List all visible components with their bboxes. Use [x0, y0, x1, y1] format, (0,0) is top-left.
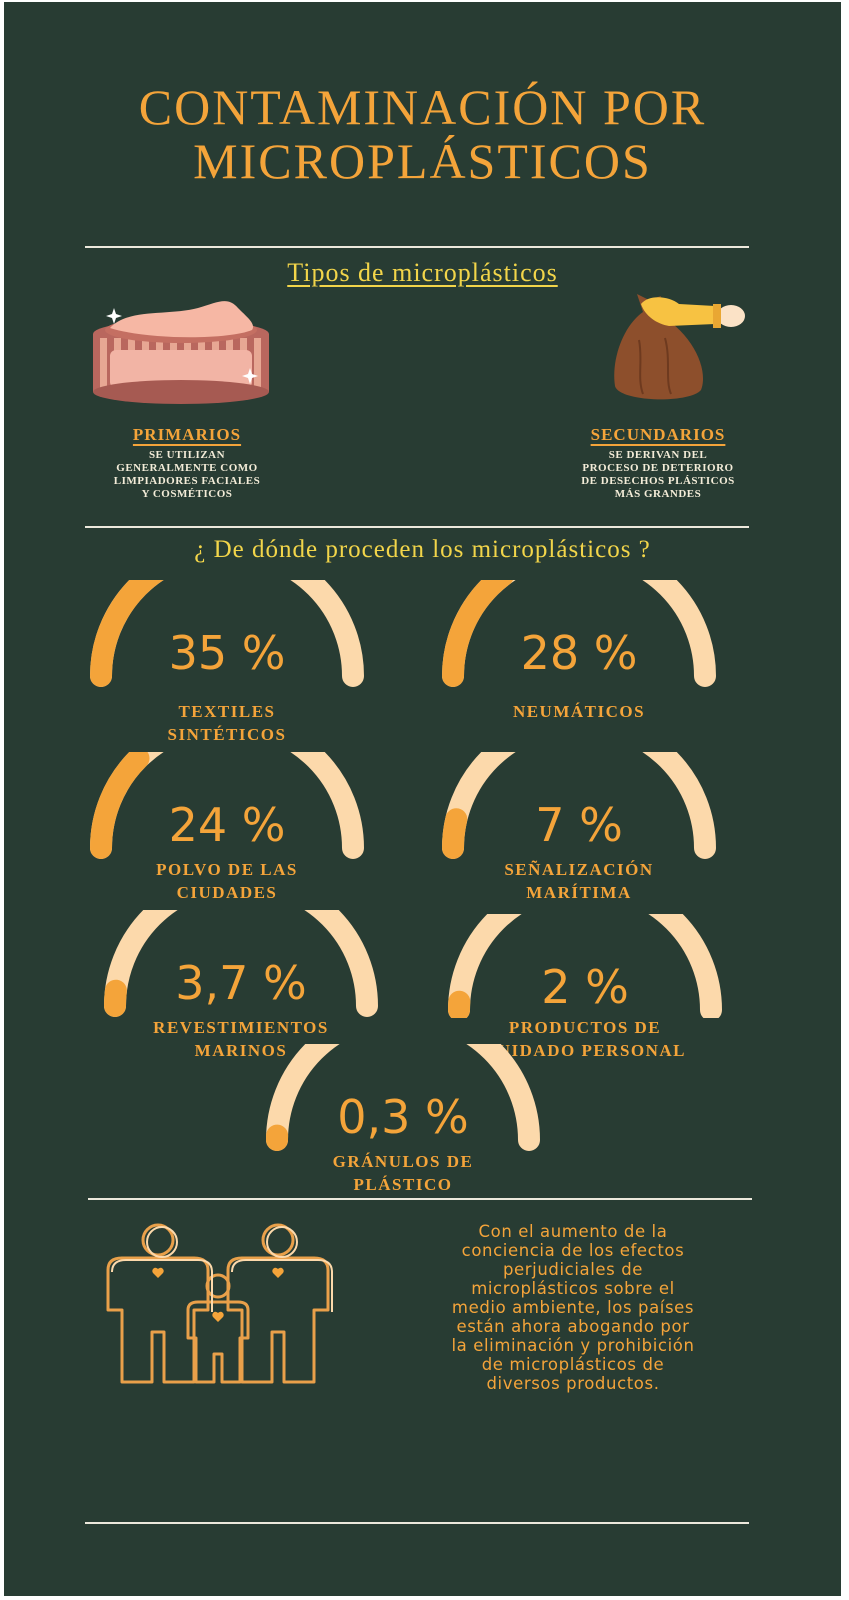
gauge-label: PRODUCTOS DE CUIDADO PERSONAL — [446, 1016, 724, 1062]
gauge-fill — [90, 752, 150, 859]
secondary-type-label-text: SECUNDARIOS — [590, 425, 726, 444]
gauge-label-line: CUIDADO PERSONAL — [483, 1041, 687, 1060]
gauge-track — [448, 914, 722, 1018]
secondary-desc-line: PROCESO DE DETERIORO — [582, 462, 734, 474]
gauge-textiles-sinteticos: 35 % TEXTILES SINTÉTICOS — [88, 580, 366, 746]
secondary-desc-line: DE DESECHOS PLÁSTICOS — [581, 475, 735, 487]
footer-line: perjudiciales de — [502, 1260, 644, 1279]
secondary-type-label: SECUNDARIOS — [558, 425, 758, 445]
gauge-label-line: POLVO DE LAS — [156, 860, 298, 879]
gauge-label-line: PLÁSTICO — [353, 1175, 453, 1194]
footer-line: de microplásticos de — [481, 1355, 665, 1374]
title-line-2: MICROPLÁSTICOS — [193, 133, 652, 189]
divider — [85, 246, 749, 248]
footer-line: conciencia de los efectos — [461, 1241, 685, 1260]
primary-desc-line: Y COSMÉTICOS — [141, 488, 233, 500]
gauge-arc — [103, 910, 378, 1017]
gauge-fill — [90, 580, 164, 687]
footer-paragraph: Con el aumento de la conciencia de los e… — [408, 1222, 738, 1393]
gauge-neumaticos: 28 % NEUMÁTICOS — [440, 580, 718, 723]
gauge-label-line: GRÁNULOS DE — [332, 1152, 474, 1171]
secondary-desc-line: SE DERIVAN DEL — [608, 449, 708, 461]
gauge-value: 28 % — [520, 626, 638, 680]
gauge-label: TEXTILES SINTÉTICOS — [88, 700, 366, 746]
gauge-label-line: PRODUCTOS DE — [508, 1018, 662, 1037]
cream-jar-icon — [88, 294, 274, 406]
gauge-label: SEÑALIZACIÓN MARÍTIMA — [440, 858, 718, 904]
gauge-fill — [441, 808, 468, 859]
gauge-arc — [266, 1044, 540, 1151]
gauge-track — [104, 910, 378, 1017]
gauge-value: 7 % — [535, 798, 623, 852]
gauge-arc — [90, 580, 364, 687]
types-heading-text: Tipos de microplásticos — [287, 258, 558, 287]
primary-desc-line: GENERALMENTE COMO — [116, 462, 258, 474]
primary-type-label-text: PRIMARIOS — [132, 425, 242, 444]
gauge-label-line: MARÍTIMA — [526, 883, 632, 902]
page-title: CONTAMINACIÓN POR MICROPLÁSTICOS — [4, 80, 841, 188]
gauge-track — [442, 752, 716, 859]
gauge-label: REVESTIMIENTOS MARINOS — [102, 1016, 380, 1062]
footer-line: medio ambiente, los países — [451, 1298, 695, 1317]
gauge-granulos-de-plastico: 0,3 % GRÁNULOS DE PLÁSTICO — [264, 1044, 542, 1196]
primary-desc-line: SE UTILIZAN — [148, 449, 226, 461]
gauge-label: NEUMÁTICOS — [440, 700, 718, 723]
gauge-polvo-de-las-ciudades: 24 % POLVO DE LAS CIUDADES — [88, 752, 366, 904]
gauge-value: 35 % — [168, 626, 286, 680]
gauge-label: GRÁNULOS DE PLÁSTICO — [264, 1150, 542, 1196]
primary-type-label: PRIMARIOS — [87, 425, 287, 445]
gauge-value: 3,7 % — [175, 956, 307, 1010]
gauge-label-line: SEÑALIZACIÓN — [504, 860, 654, 879]
gauge-arc — [442, 580, 716, 687]
secondary-type-description: SE DERIVAN DEL PROCESO DE DETERIORO DE D… — [558, 449, 758, 501]
gauge-productos-de-cuidado-personal: 2 % PRODUCTOS DE CUIDADO PERSONAL — [446, 914, 724, 1062]
divider — [85, 526, 749, 528]
gauge-label-line: CIUDADES — [176, 883, 278, 902]
footer-line: están ahora abogando por — [456, 1317, 690, 1336]
primary-type-description: SE UTILIZAN GENERALMENTE COMO LIMPIADORE… — [87, 449, 287, 501]
types-heading: Tipos de microplásticos — [4, 258, 841, 288]
sources-heading: ¿ De dónde proceden los microplásticos ? — [194, 536, 651, 563]
gauge-label-line: NEUMÁTICOS — [512, 702, 646, 721]
trash-bag-icon — [609, 290, 749, 406]
infographic-poster: CONTAMINACIÓN POR MICROPLÁSTICOS Tipos d… — [4, 2, 841, 1596]
footer-line: microplásticos sobre el — [471, 1279, 675, 1298]
primary-desc-line: LIMPIADORES FACIALES — [113, 475, 261, 487]
gauge-track — [266, 1044, 540, 1151]
gauge-senalizacion-maritima: 7 % SEÑALIZACIÓN MARÍTIMA — [440, 752, 718, 904]
gauge-revestimientos-marinos: 3,7 % REVESTIMIENTOS MARINOS — [102, 910, 380, 1062]
gauge-label-line: TEXTILES — [178, 702, 276, 721]
title-line-1: CONTAMINACIÓN POR — [138, 79, 707, 135]
gauge-label: POLVO DE LAS CIUDADES — [88, 858, 366, 904]
gauge-arc — [441, 752, 716, 859]
secondary-desc-line: MÁS GRANDES — [614, 488, 702, 500]
gauge-label-line: REVESTIMIENTOS — [153, 1018, 329, 1037]
gauge-fill — [442, 580, 513, 687]
gauge-arc — [448, 914, 722, 1018]
divider — [88, 1198, 752, 1200]
gauge-value: 24 % — [168, 798, 286, 852]
gauge-label-line: SINTÉTICOS — [167, 725, 287, 744]
gauge-value: 0,3 % — [337, 1090, 469, 1144]
footer-line: diversos productos. — [486, 1374, 660, 1393]
gauge-value: 2 % — [541, 960, 629, 1014]
gauge-fill — [103, 979, 127, 1017]
family-icon — [100, 1222, 336, 1386]
gauge-label-line: MARINOS — [194, 1041, 288, 1060]
footer-line: Con el aumento de la — [478, 1222, 668, 1241]
divider — [85, 1522, 749, 1524]
gauge-arc — [90, 752, 364, 859]
footer-line: la eliminación y prohibición — [451, 1336, 695, 1355]
